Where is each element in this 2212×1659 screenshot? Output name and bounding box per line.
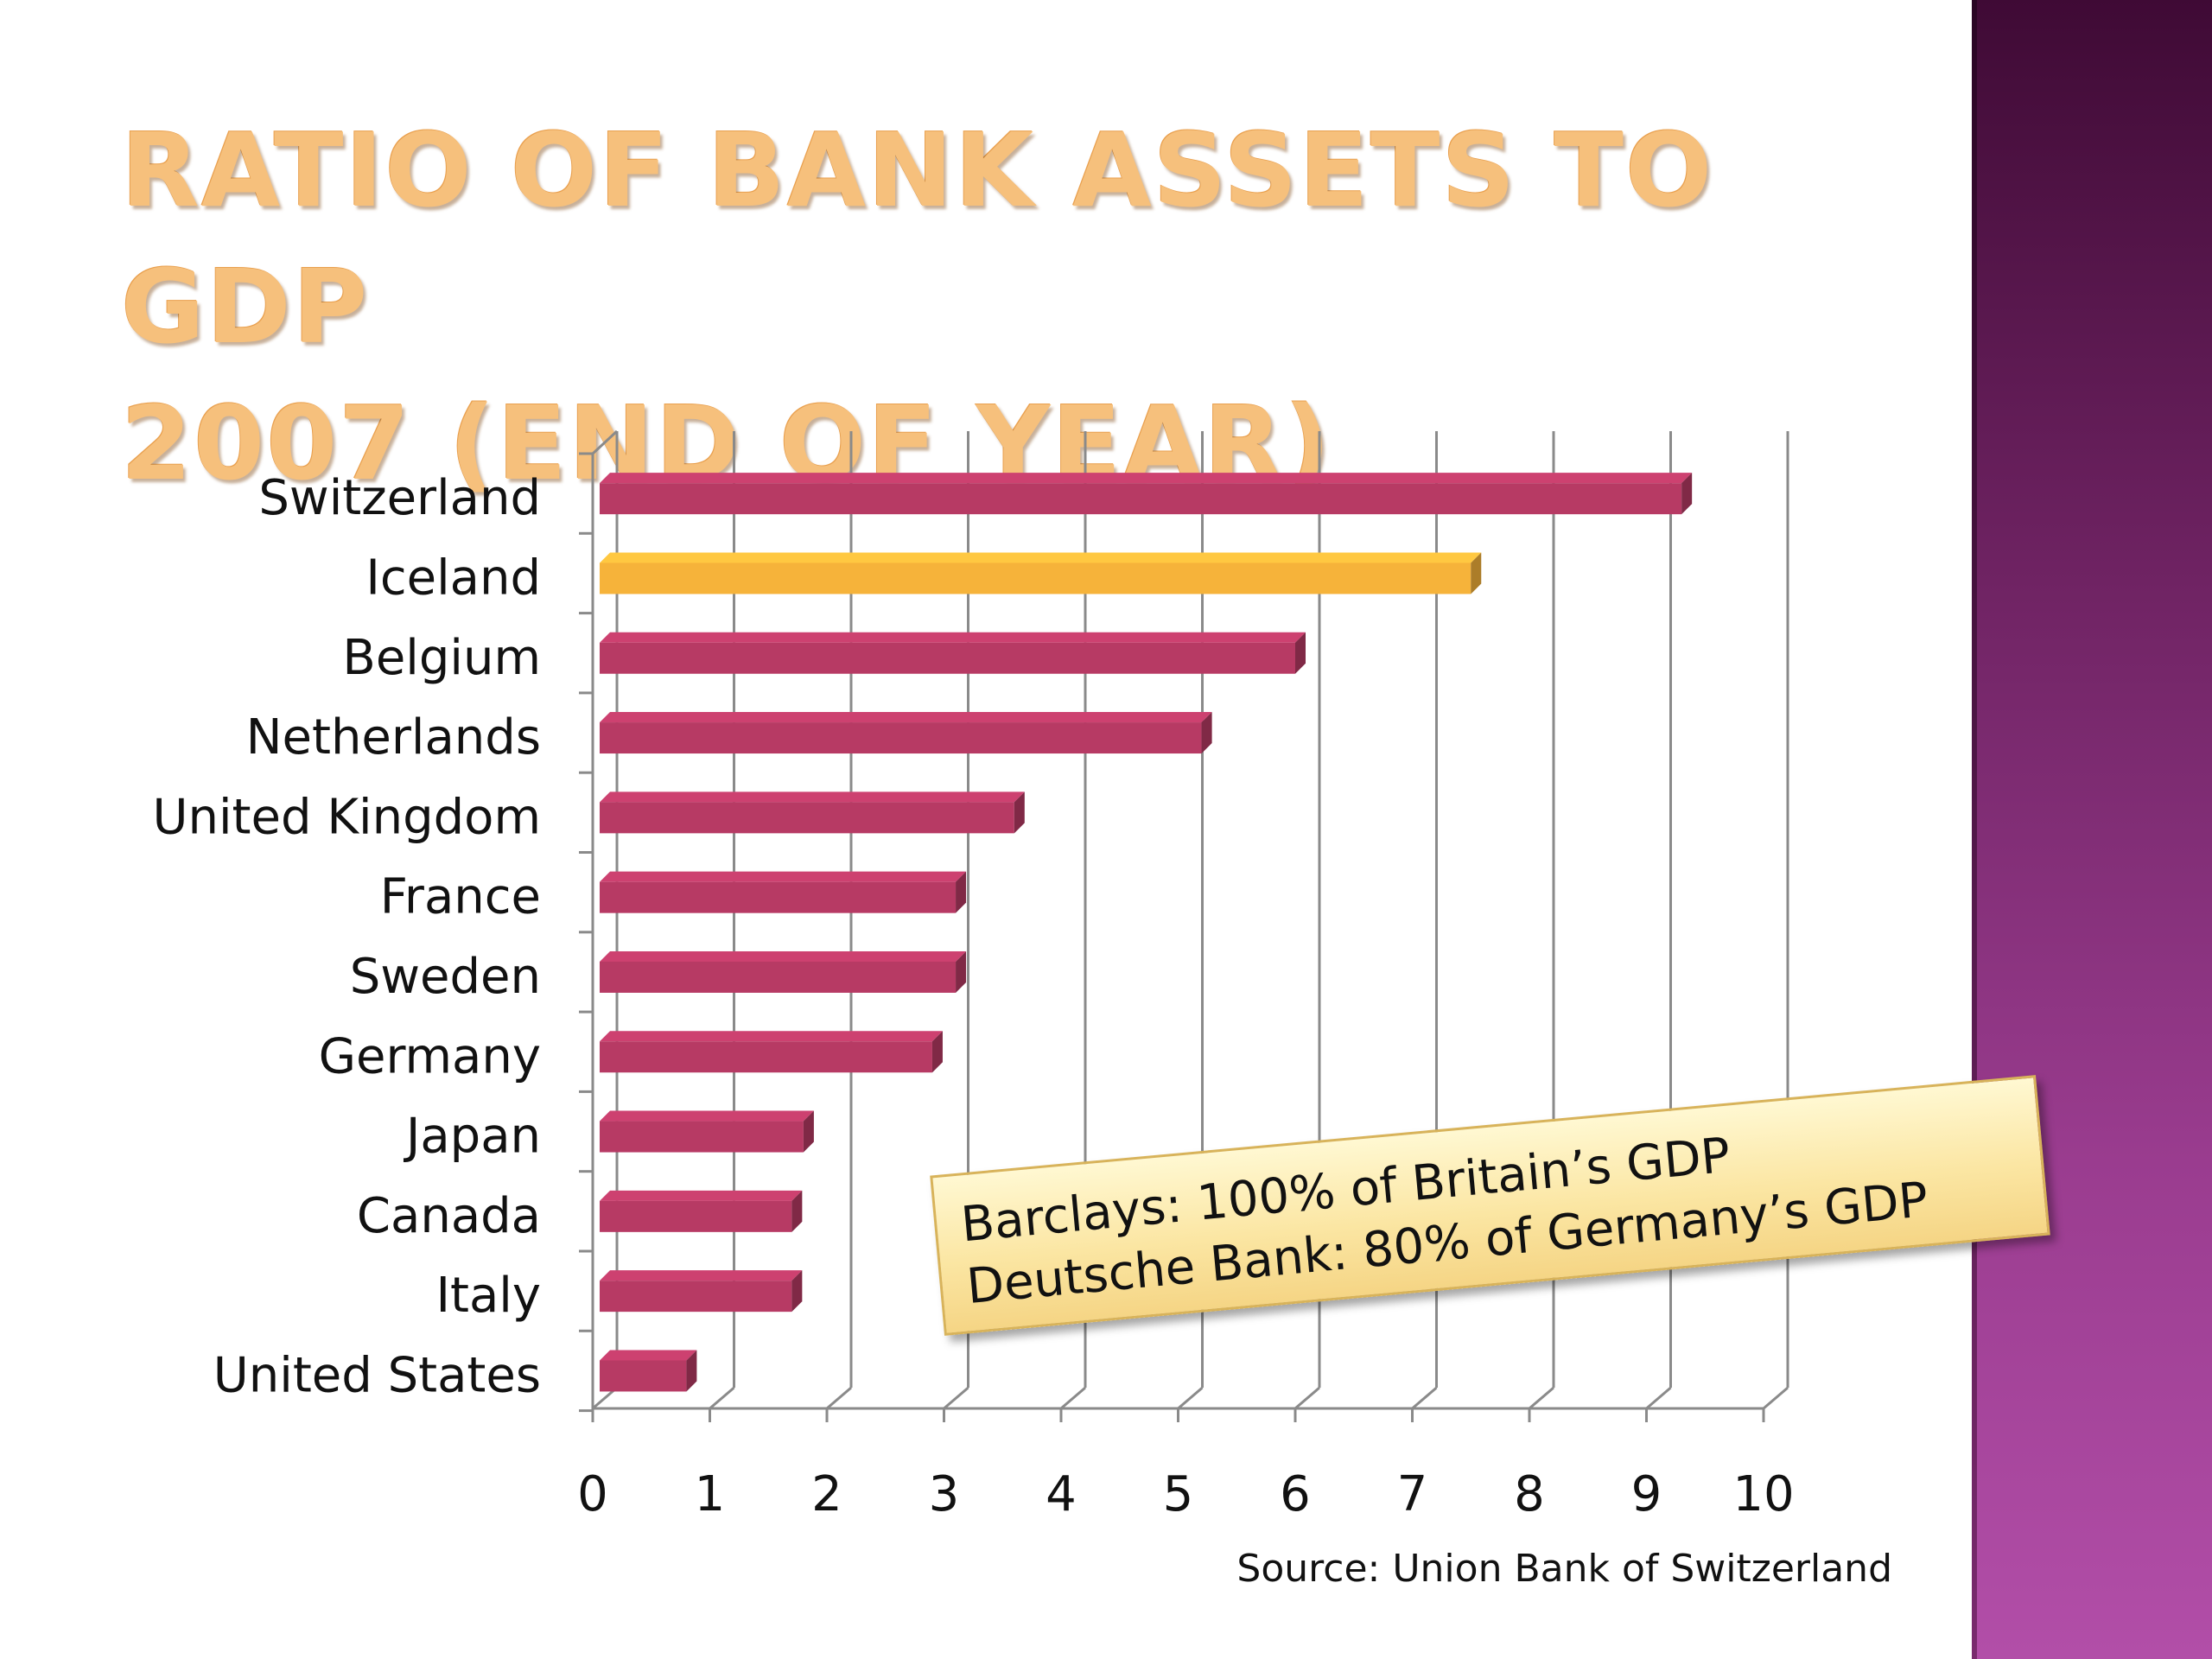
bar-end-face	[931, 1031, 943, 1073]
category-label: Germany	[319, 1028, 541, 1084]
x-tick-label: 7	[1397, 1466, 1428, 1522]
chart-category-labels: Switzerland Iceland Belgium Netherlands Unit…	[153, 470, 541, 1403]
bar-belgium	[600, 632, 1306, 674]
category-label: Canada	[357, 1188, 541, 1244]
bar-front-face	[600, 881, 957, 913]
bar-top-face	[600, 632, 1306, 643]
x-tick-label: 4	[1046, 1466, 1077, 1522]
category-label: Switzerland	[258, 470, 541, 526]
category-label: Japan	[404, 1109, 541, 1165]
bar-switzerland	[600, 473, 1693, 515]
bar-top-face	[600, 473, 1693, 484]
floor-line-6	[1294, 1386, 1320, 1410]
bar-top-face	[600, 1270, 803, 1281]
x-tick-label: 0	[577, 1466, 608, 1522]
bar-front-face	[600, 642, 1295, 674]
title-line-1: Ratio of bank assets to GDP	[121, 111, 1714, 366]
bar-top-face	[600, 1110, 814, 1122]
bar-end-face	[1201, 712, 1212, 754]
y-axis-top-edge	[591, 429, 619, 455]
floor-line-1	[709, 1386, 735, 1410]
bar-end-face	[1295, 632, 1306, 674]
bar-sweden	[600, 950, 967, 993]
bar-end-face	[791, 1270, 803, 1313]
x-tick-label: 8	[1514, 1466, 1545, 1522]
bar-top-face	[600, 791, 1025, 803]
bar-top-face	[600, 712, 1212, 723]
bar-italy	[600, 1270, 803, 1313]
floor-line-8	[1529, 1386, 1554, 1410]
floor-line-4	[1060, 1386, 1086, 1410]
bar-front-face	[600, 1281, 792, 1313]
bar-japan	[600, 1110, 814, 1153]
bar-end-face	[791, 1190, 803, 1232]
x-tick-label: 9	[1631, 1466, 1662, 1522]
bar-end-face	[1471, 552, 1482, 594]
x-tick-label: 1	[695, 1466, 726, 1522]
bar-end-face	[956, 950, 967, 993]
bar-end-face	[956, 871, 967, 913]
floor-line-3	[943, 1386, 969, 1410]
bar-united-states	[600, 1350, 697, 1392]
floor-line-5	[1177, 1386, 1204, 1410]
bar-front-face	[600, 1121, 804, 1153]
bar-top-face	[600, 1031, 943, 1042]
bar-top-face	[600, 552, 1482, 563]
x-tick-label: 5	[1163, 1466, 1194, 1522]
bar-end-face	[1681, 473, 1693, 515]
bar-top-face	[600, 950, 967, 962]
category-label: France	[380, 869, 541, 925]
x-tick-label: 6	[1280, 1466, 1311, 1522]
bar-top-face	[600, 1190, 803, 1201]
floor-line-9	[1645, 1386, 1672, 1410]
bar-front-face	[600, 1360, 687, 1392]
x-tick-label: 10	[1732, 1466, 1794, 1522]
x-tick-label: 2	[811, 1466, 842, 1522]
bar-iceland	[600, 552, 1482, 594]
bar-front-face	[600, 483, 1682, 515]
x-tick-label: 3	[929, 1466, 960, 1522]
bar-front-face	[600, 802, 1014, 834]
decorative-side-band	[1972, 0, 2212, 1659]
bar-top-face	[600, 871, 967, 882]
bar-united-kingdom	[600, 791, 1025, 834]
floor-line-2	[826, 1386, 852, 1410]
bar-front-face	[600, 1041, 932, 1073]
bar-netherlands	[600, 712, 1212, 754]
chart-x-tick-labels: 0 1 2 3 4 5 6 7 8 9 10	[577, 1466, 1794, 1522]
bar-front-face	[600, 563, 1471, 594]
bar-top-face	[600, 1350, 697, 1361]
bar-front-face	[600, 722, 1202, 754]
bar-canada	[600, 1190, 803, 1232]
bar-end-face	[1014, 791, 1025, 834]
category-label: Netherlands	[246, 709, 541, 766]
category-label: United Kingdom	[153, 789, 541, 845]
category-label: Iceland	[365, 550, 541, 606]
bar-end-face	[686, 1350, 697, 1392]
category-label: Belgium	[342, 630, 541, 686]
bar-end-face	[803, 1110, 814, 1153]
slide-title: Ratio of bank assets to GDP 2007 (end of…	[121, 102, 1936, 512]
category-label: United States	[213, 1347, 541, 1403]
floor-line-7	[1411, 1386, 1438, 1410]
category-label: Sweden	[350, 949, 541, 1005]
bar-front-face	[600, 961, 957, 993]
category-label: Italy	[436, 1268, 542, 1324]
chart-bars	[600, 473, 1693, 1392]
bar-front-face	[600, 1200, 792, 1232]
source-note: Source: Union Bank of Switzerland	[1236, 1547, 1892, 1591]
floor-line-10	[1763, 1386, 1789, 1410]
bar-germany	[600, 1031, 943, 1073]
bar-france	[600, 871, 967, 913]
